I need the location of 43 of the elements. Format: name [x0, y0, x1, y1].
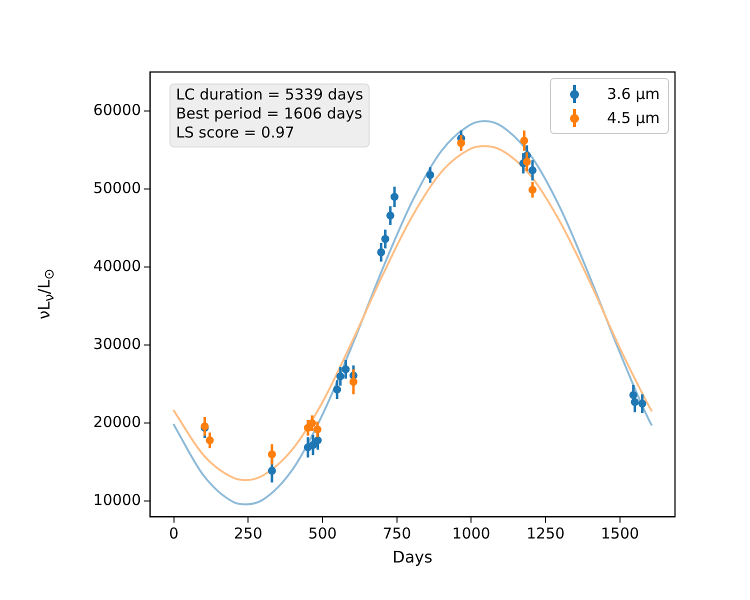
x-tick-label: 750 [382, 524, 412, 543]
point [528, 166, 537, 174]
annotation: Best period = 1606 days [176, 104, 362, 122]
point [206, 436, 214, 444]
y-tick-label: 50000 [93, 178, 141, 197]
y-tick-label: 30000 [93, 335, 141, 354]
point [333, 386, 342, 394]
point [426, 171, 434, 180]
point [308, 419, 316, 428]
x-tick-label: 1500 [600, 524, 640, 543]
x-tick-label: 1000 [452, 524, 490, 543]
point [268, 450, 276, 458]
x-tick-label: 250 [234, 524, 262, 543]
point [457, 139, 466, 148]
y-tick-label: 60000 [93, 100, 141, 119]
point [386, 212, 394, 220]
point [630, 398, 639, 406]
legend-label: 4.5 μm [607, 109, 660, 127]
point [629, 391, 638, 400]
annotation: LC duration = 5339 days [176, 85, 364, 104]
point [314, 436, 322, 444]
point [528, 186, 537, 194]
y-tick-label: 10000 [93, 491, 141, 510]
annotation: LS score = 0.97 [176, 123, 294, 142]
x-tick-label: 500 [308, 524, 337, 543]
x-tick-label: 0 [169, 524, 179, 543]
point [342, 365, 350, 374]
point [349, 378, 358, 386]
x-axis-title: Days [392, 548, 432, 567]
point [381, 234, 390, 243]
point [268, 466, 276, 475]
y-tick-label: 40000 [93, 256, 141, 275]
point [377, 248, 386, 256]
point [522, 158, 531, 166]
point [390, 192, 399, 201]
point [336, 372, 344, 380]
point [520, 136, 528, 145]
point [313, 425, 322, 434]
point [638, 400, 646, 408]
x-tick-label: 1250 [526, 524, 565, 543]
point [309, 441, 318, 450]
y-tick-label: 20000 [93, 413, 141, 432]
legend-label: 3.6 μm [607, 85, 660, 103]
